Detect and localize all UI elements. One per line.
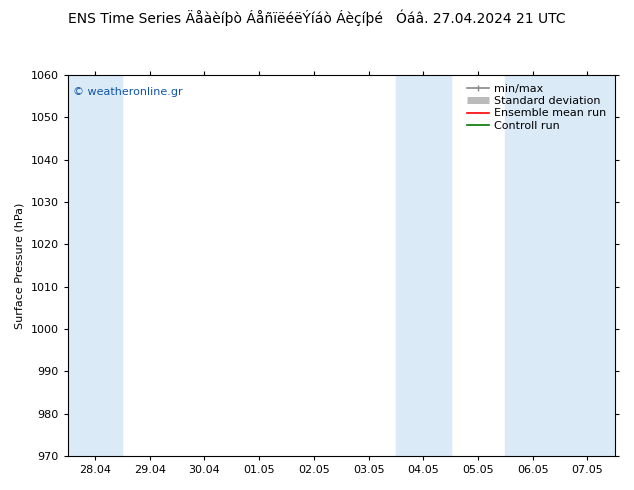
Y-axis label: Surface Pressure (hPa): Surface Pressure (hPa) <box>15 202 25 329</box>
Bar <box>396 75 451 456</box>
Legend: min/max, Standard deviation, Ensemble mean run, Controll run: min/max, Standard deviation, Ensemble me… <box>463 81 609 134</box>
Bar <box>68 75 122 456</box>
Text: ENS Time Series Äåàèíþò ÁåñïëéëÝíáò Áèçíþé   Óáâ. 27.04.2024 21 UTC: ENS Time Series Äåàèíþò ÁåñïëéëÝíáò Áèçí… <box>68 10 566 26</box>
Bar <box>505 75 615 456</box>
Text: © weatheronline.gr: © weatheronline.gr <box>73 87 183 97</box>
